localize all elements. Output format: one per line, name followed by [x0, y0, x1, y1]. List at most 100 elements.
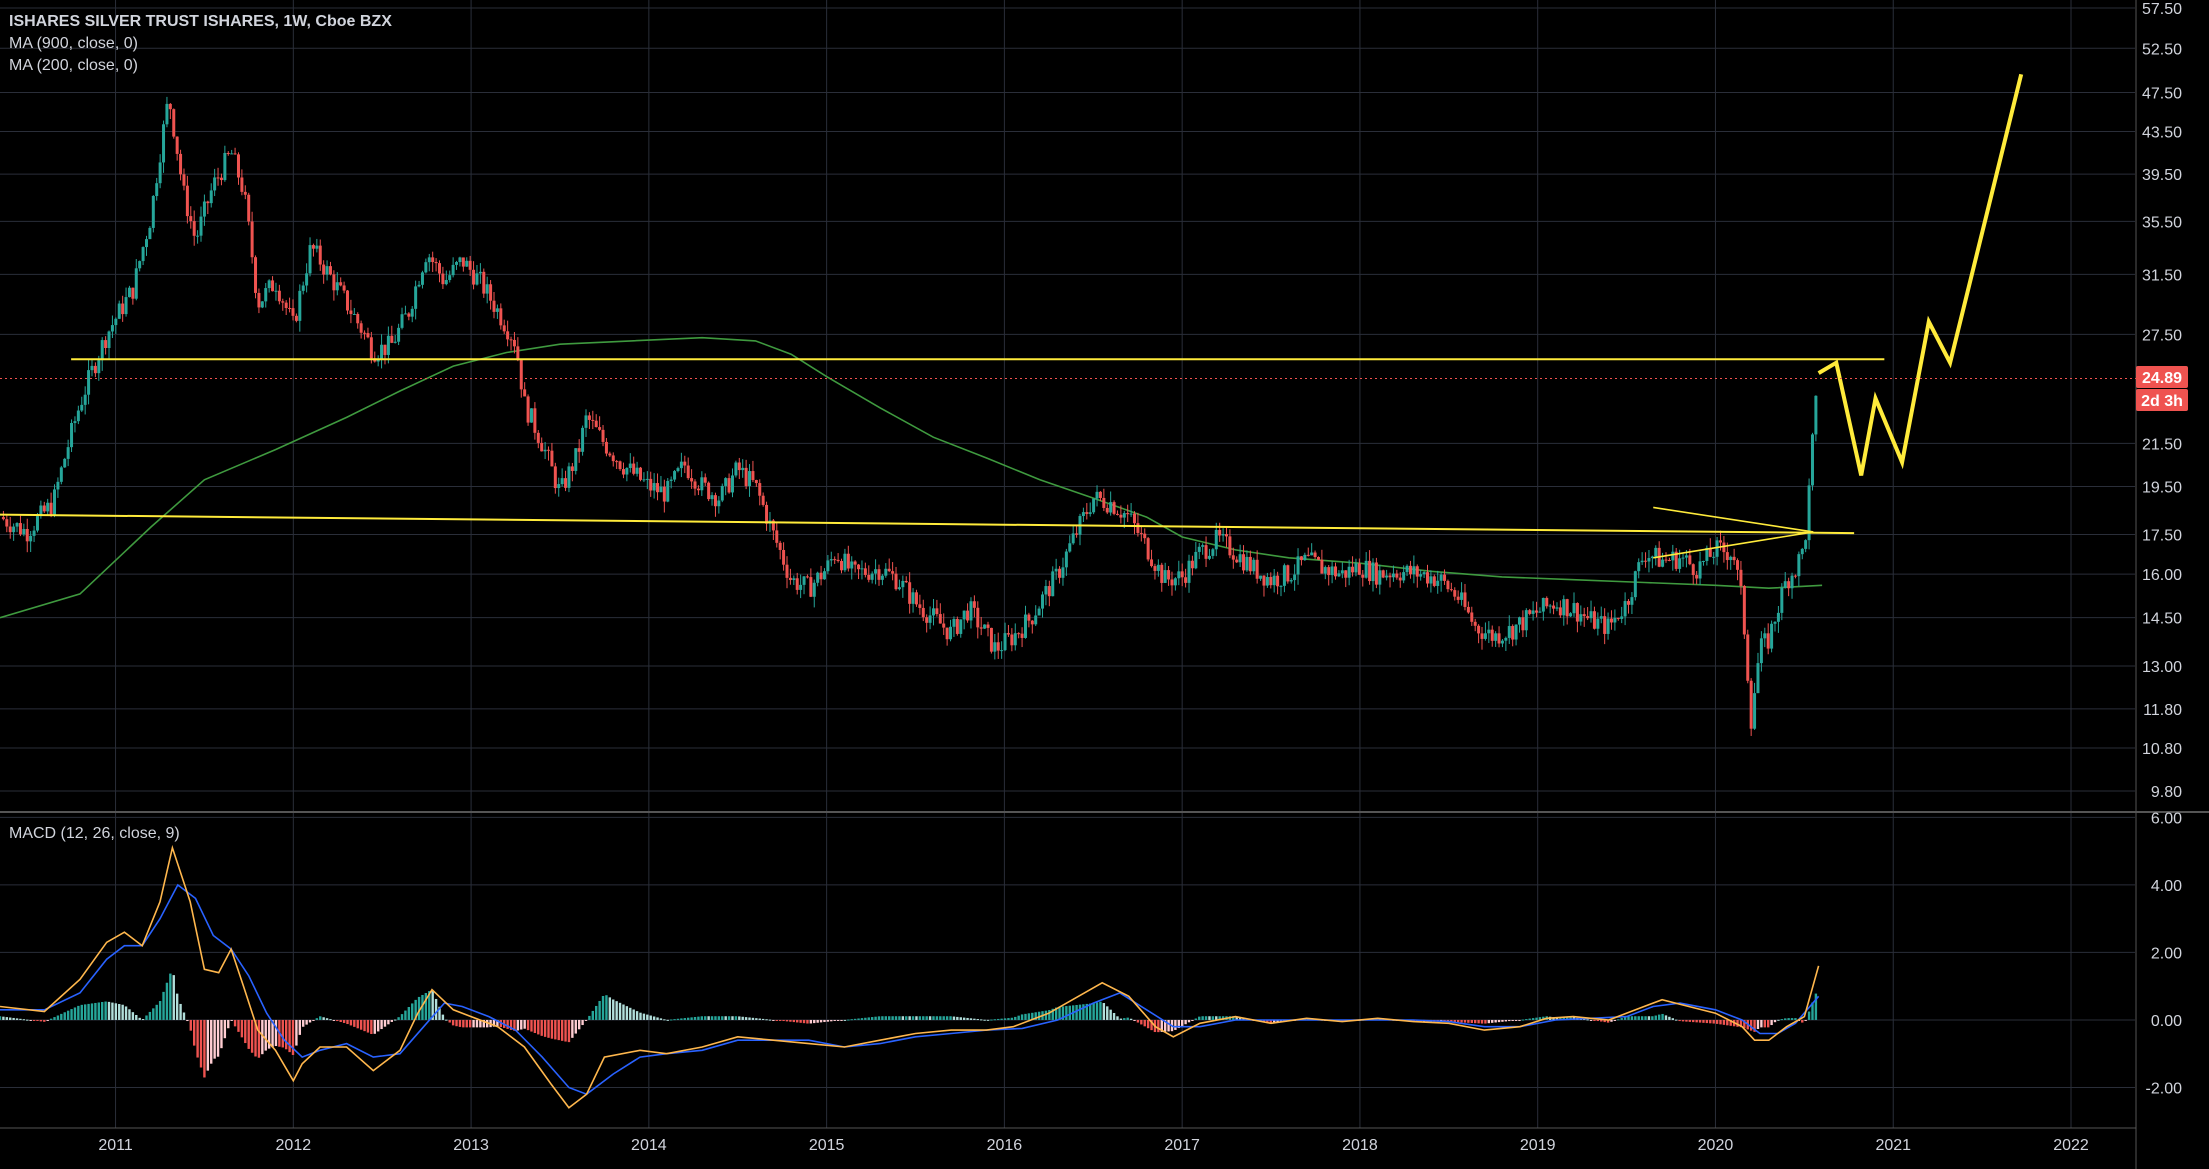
- macd-histogram-bar: [1511, 1019, 1514, 1021]
- candle-body: [1218, 529, 1222, 536]
- candle-body: [383, 344, 387, 355]
- candle-body: [553, 466, 557, 489]
- candle-body: [976, 607, 980, 628]
- macd-histogram-bar: [942, 1016, 945, 1020]
- macd-histogram-bar: [560, 1019, 564, 1041]
- macd-histogram-bar: [693, 1016, 697, 1020]
- macd-histogram-bar: [1787, 1018, 1790, 1020]
- candle-body: [642, 479, 646, 481]
- candle-body: [1606, 618, 1610, 634]
- candle-body: [342, 285, 346, 291]
- candle-body: [570, 466, 574, 471]
- candle-body: [1800, 548, 1804, 555]
- candle-body: [1753, 693, 1757, 729]
- candle-body: [148, 227, 152, 240]
- macd-histogram-bar: [1024, 1013, 1027, 1020]
- candle-body: [254, 257, 258, 293]
- candles: [1, 96, 1818, 736]
- macd-histogram-bar: [1184, 1019, 1187, 1025]
- candle-body: [1252, 559, 1256, 572]
- macd-histogram-bar: [107, 1001, 111, 1020]
- candle-body: [209, 190, 213, 204]
- macd-histogram-bar: [26, 1019, 29, 1021]
- candle-body: [25, 528, 29, 542]
- candle-body: [628, 463, 632, 469]
- candle-body: [1521, 617, 1525, 631]
- candle-body: [1688, 555, 1692, 565]
- candle-body: [168, 103, 172, 110]
- macd-histogram-bar: [836, 1019, 840, 1021]
- macd-histogram-bar: [199, 1019, 203, 1068]
- countdown-tag-text: 2d 3h: [2141, 393, 2183, 410]
- candle-body: [1330, 566, 1334, 576]
- candle-body: [1112, 502, 1116, 514]
- candle-body: [1245, 556, 1249, 571]
- candle-body: [993, 642, 997, 652]
- candle-body: [39, 505, 43, 517]
- macd-histogram-bar: [1061, 1006, 1065, 1020]
- price-axis-label: 11.80: [2143, 702, 2182, 719]
- candle-body: [942, 623, 946, 628]
- candle-body: [812, 582, 816, 597]
- candle-body: [444, 280, 448, 285]
- candle-body: [880, 575, 884, 580]
- macd-histogram-bar: [1194, 1018, 1198, 1020]
- candle-body: [1143, 533, 1147, 539]
- macd-histogram-bar: [118, 1004, 121, 1020]
- candle-body: [639, 467, 643, 480]
- symbol-title[interactable]: ISHARES SILVER TRUST ISHARES, 1W, Cboe B…: [9, 13, 392, 30]
- time-axis-label: 2016: [987, 1137, 1023, 1154]
- candle-body: [795, 578, 799, 590]
- candle-body: [417, 284, 421, 287]
- candle-body: [557, 484, 561, 489]
- macd-histogram-bar: [969, 1018, 973, 1020]
- macd-histogram-bar: [158, 1001, 162, 1020]
- candle-body: [1504, 637, 1508, 641]
- macd-histogram-bar: [1163, 1019, 1167, 1032]
- candle-body: [1054, 568, 1058, 572]
- macd-histogram-bar: [806, 1019, 809, 1024]
- candle-body: [1235, 559, 1239, 563]
- candle-body: [267, 280, 271, 289]
- candle-body: [1020, 633, 1024, 638]
- candle-body: [243, 191, 247, 195]
- macd-histogram-bar: [227, 1019, 230, 1029]
- candle-body: [1449, 589, 1453, 591]
- candle-body: [124, 297, 128, 315]
- macd-histogram-bar: [445, 1019, 448, 1021]
- candle-body: [189, 216, 193, 222]
- candle-body: [1041, 594, 1045, 609]
- macd-histogram-bar: [431, 991, 434, 1020]
- moving-average-lines: [0, 336, 1823, 619]
- macd-histogram-bar: [826, 1019, 830, 1022]
- candle-body: [1722, 542, 1726, 553]
- candle-body: [1511, 626, 1515, 640]
- candle-body: [1173, 578, 1177, 586]
- macd-histogram-bar: [1715, 1019, 1719, 1024]
- macd-histogram-bar: [281, 1019, 284, 1048]
- candle-body: [1003, 633, 1007, 651]
- macd-histogram-bar: [1262, 1019, 1266, 1023]
- macd-histogram-bar: [830, 1019, 833, 1022]
- macd-histogram-bar: [496, 1019, 499, 1027]
- macd-histogram-bar: [237, 1019, 240, 1032]
- candle-body: [604, 441, 608, 454]
- candle-body: [151, 196, 155, 228]
- macd-histogram-bar: [993, 1019, 997, 1021]
- candle-body: [536, 432, 540, 443]
- candle-body: [550, 450, 554, 467]
- candle-body: [758, 483, 762, 496]
- candle-body: [1289, 580, 1293, 582]
- macd-histogram-bar: [554, 1019, 557, 1040]
- macd-label[interactable]: MACD (12, 26, close, 9): [9, 825, 180, 842]
- candle-body: [618, 461, 622, 470]
- candle-body: [986, 624, 990, 628]
- macd-histogram-bar: [295, 1019, 298, 1046]
- ma-900-label[interactable]: MA (900, close, 0): [9, 35, 138, 52]
- macd-legend: MACD (12, 26, close, 9): [9, 823, 180, 845]
- macd-histogram-bar: [1675, 1019, 1678, 1021]
- macd-histogram-bar: [537, 1019, 540, 1035]
- ma-200-label[interactable]: MA (200, close, 0): [9, 57, 138, 74]
- macd-histogram-bar: [475, 1019, 479, 1028]
